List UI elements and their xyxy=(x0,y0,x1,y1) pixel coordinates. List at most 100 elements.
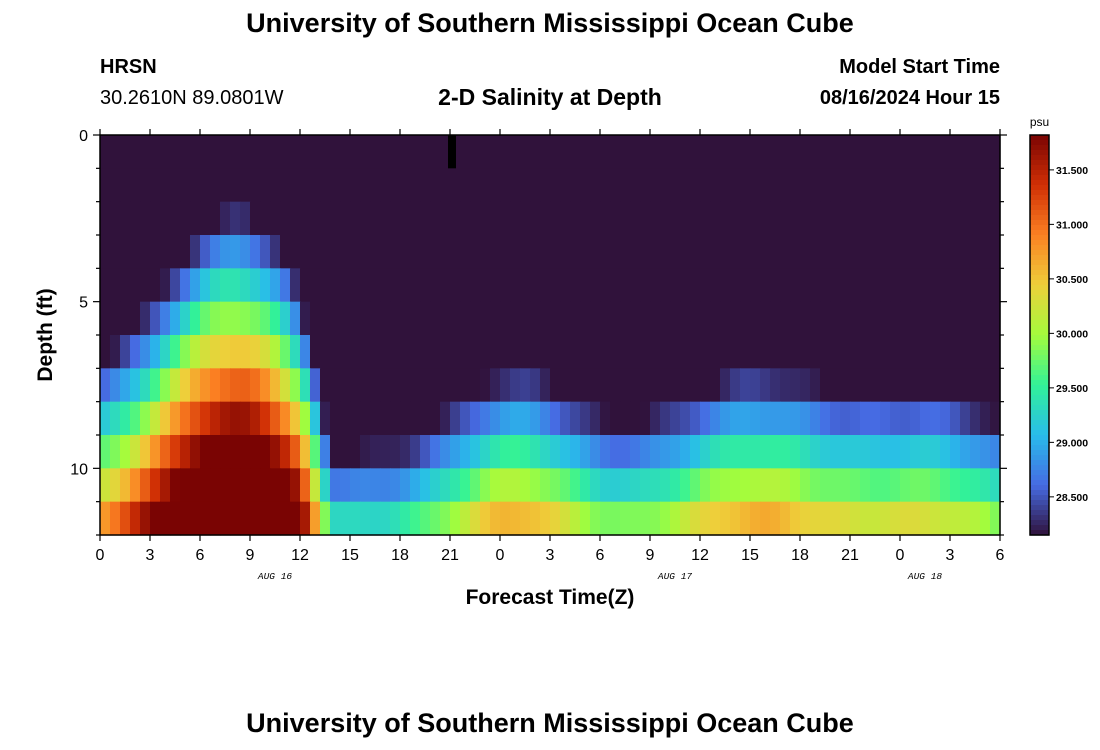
heatmap-cell xyxy=(630,168,641,203)
heatmap-cell xyxy=(480,435,491,469)
heatmap-cell xyxy=(520,301,531,336)
heatmap-cell xyxy=(480,168,491,203)
heatmap-cell xyxy=(120,401,131,436)
heatmap-cell xyxy=(230,501,241,536)
heatmap-cell xyxy=(920,201,931,236)
heatmap-cell xyxy=(430,401,441,436)
heatmap-cell xyxy=(540,435,551,469)
heatmap-cell xyxy=(720,435,731,469)
heatmap-cell xyxy=(170,335,181,369)
heatmap-cell xyxy=(990,301,1001,336)
heatmap-cell xyxy=(670,468,681,503)
heatmap-cell xyxy=(740,168,751,203)
heatmap-cell xyxy=(270,201,281,236)
heatmap-cell xyxy=(230,468,241,503)
heatmap-cell xyxy=(200,401,211,436)
heatmap-cell xyxy=(540,235,551,269)
heatmap-cell xyxy=(280,368,291,403)
heatmap-cell xyxy=(330,301,341,336)
colorbar-segment xyxy=(1030,510,1049,516)
heatmap-cell xyxy=(760,135,771,169)
heatmap-cell xyxy=(230,368,241,403)
heatmap-cell xyxy=(250,301,261,336)
heatmap-cell xyxy=(500,268,511,303)
heatmap-cell xyxy=(470,335,481,369)
heatmap-cell xyxy=(140,368,151,403)
heatmap-cell xyxy=(110,135,121,169)
heatmap-cell xyxy=(130,235,141,269)
heatmap-cell xyxy=(520,435,531,469)
heatmap-cell xyxy=(350,501,361,536)
heatmap-cell xyxy=(960,168,971,203)
heatmap-cell xyxy=(480,268,491,303)
heatmap-cell xyxy=(790,235,801,269)
heatmap-cell xyxy=(180,301,191,336)
heatmap-cell xyxy=(300,468,311,503)
heatmap-cell xyxy=(690,268,701,303)
heatmap-cell xyxy=(580,435,591,469)
heatmap-cell xyxy=(470,135,481,169)
heatmap-cell xyxy=(490,135,501,169)
heatmap-cell xyxy=(530,368,541,403)
heatmap-cell xyxy=(750,368,761,403)
heatmap-cell xyxy=(420,301,431,336)
heatmap-cell xyxy=(910,301,921,336)
colorbar-segment xyxy=(1030,445,1049,451)
heatmap-cell xyxy=(850,468,861,503)
heatmap-cell xyxy=(490,401,501,436)
heatmap-cell xyxy=(270,368,281,403)
heatmap-cell xyxy=(190,201,201,236)
heatmap-cell xyxy=(340,235,351,269)
heatmap-cell xyxy=(140,201,151,236)
heatmap-cell xyxy=(360,368,371,403)
heatmap-cell xyxy=(990,435,1001,469)
heatmap-cell xyxy=(720,468,731,503)
heatmap-cell xyxy=(960,435,971,469)
heatmap-cell xyxy=(990,501,1001,536)
heatmap-cell xyxy=(300,168,311,203)
heatmap-cell xyxy=(170,435,181,469)
heatmap-cell xyxy=(560,135,571,169)
heatmap-cell xyxy=(540,401,551,436)
heatmap-cell xyxy=(660,268,671,303)
colorbar-segment xyxy=(1030,200,1049,206)
heatmap-cell xyxy=(370,268,381,303)
heatmap-cell xyxy=(960,301,971,336)
colorbar-segment xyxy=(1030,380,1049,386)
heatmap-cell xyxy=(950,301,961,336)
heatmap-cell xyxy=(240,435,251,469)
heatmap-cell xyxy=(870,468,881,503)
colorbar-segment xyxy=(1030,220,1049,226)
heatmap-cell xyxy=(790,301,801,336)
heatmap-cell xyxy=(540,368,551,403)
heatmap-cell xyxy=(890,368,901,403)
heatmap-cell xyxy=(470,401,481,436)
heatmap-cell xyxy=(950,168,961,203)
heatmap-cell xyxy=(830,501,841,536)
heatmap-cell xyxy=(250,435,261,469)
heatmap-cell xyxy=(560,268,571,303)
heatmap-cell xyxy=(500,235,511,269)
heatmap-cell xyxy=(590,268,601,303)
heatmap-cell xyxy=(640,201,651,236)
heatmap-cell xyxy=(970,501,981,536)
heatmap-cell xyxy=(890,468,901,503)
heatmap-cell xyxy=(240,368,251,403)
heatmap-cell xyxy=(660,368,671,403)
colorbar-segment xyxy=(1030,275,1049,281)
heatmap-cell xyxy=(280,168,291,203)
heatmap-cell xyxy=(820,235,831,269)
heatmap-cell xyxy=(140,268,151,303)
heatmap-cell xyxy=(140,235,151,269)
heatmap-cell xyxy=(170,135,181,169)
heatmap-cell xyxy=(300,401,311,436)
heatmap-cell xyxy=(950,135,961,169)
heatmap-cell xyxy=(920,501,931,536)
colorbar-segment xyxy=(1030,250,1049,256)
heatmap-cell xyxy=(950,235,961,269)
heatmap-cell xyxy=(890,501,901,536)
heatmap-cell xyxy=(330,468,341,503)
heatmap-cell xyxy=(510,135,521,169)
colorbar-segment xyxy=(1030,305,1049,311)
heatmap-cell xyxy=(810,301,821,336)
